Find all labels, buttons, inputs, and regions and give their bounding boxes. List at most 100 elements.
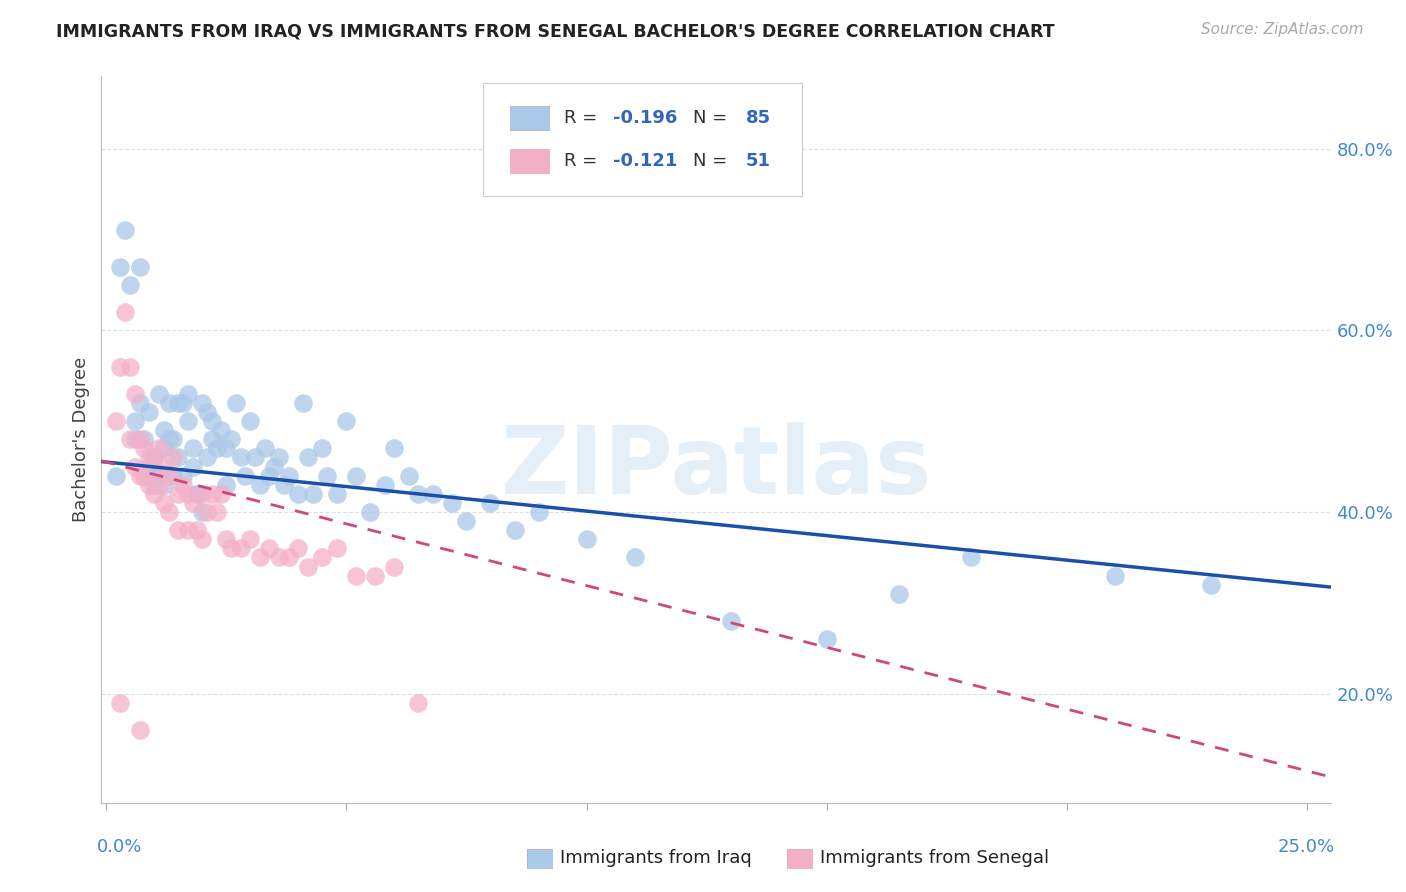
Point: [239, 414, 262, 428]
Text: Immigrants from Senegal: Immigrants from Senegal: [820, 849, 1049, 867]
Point: [229, 541, 252, 556]
Point: [152, 496, 174, 510]
Point: [162, 468, 184, 483]
Point: [311, 550, 333, 565]
Point: [215, 442, 238, 456]
Point: [148, 468, 170, 483]
Point: [201, 433, 224, 447]
Point: [344, 468, 367, 483]
Text: ZIPatlas: ZIPatlas: [501, 423, 932, 515]
Point: [503, 523, 526, 537]
Point: [152, 477, 174, 491]
Point: [229, 450, 252, 465]
Point: [110, 696, 132, 710]
Point: [325, 541, 347, 556]
Point: [128, 433, 150, 447]
Point: [120, 433, 142, 447]
Point: [167, 523, 190, 537]
Point: [297, 559, 319, 574]
Point: [249, 477, 271, 491]
Point: [815, 632, 838, 647]
Point: [267, 550, 290, 565]
Point: [148, 442, 170, 456]
Text: 51: 51: [747, 152, 770, 169]
Point: [201, 487, 224, 501]
Point: [177, 523, 200, 537]
Point: [134, 468, 156, 483]
Text: R =: R =: [564, 152, 603, 169]
Point: [148, 387, 170, 401]
Point: [359, 505, 381, 519]
FancyBboxPatch shape: [482, 83, 803, 195]
Point: [128, 468, 150, 483]
Point: [110, 260, 132, 274]
Point: [374, 477, 396, 491]
Point: [172, 477, 194, 491]
Point: [259, 541, 281, 556]
Point: [195, 505, 218, 519]
Point: [167, 396, 190, 410]
FancyBboxPatch shape: [510, 149, 548, 172]
Point: [301, 487, 323, 501]
Point: [191, 396, 214, 410]
Text: 25.0%: 25.0%: [1278, 838, 1336, 855]
Point: [128, 723, 150, 737]
Point: [152, 423, 174, 437]
Point: [157, 468, 180, 483]
Point: [408, 696, 430, 710]
Point: [143, 477, 166, 491]
Point: [205, 505, 228, 519]
Point: [479, 496, 502, 510]
Point: [124, 459, 146, 474]
Point: [134, 433, 156, 447]
Point: [186, 487, 208, 501]
Point: [382, 559, 405, 574]
Point: [152, 459, 174, 474]
Point: [209, 487, 232, 501]
Point: [114, 305, 136, 319]
Point: [1201, 578, 1223, 592]
Point: [422, 487, 444, 501]
Point: [138, 459, 160, 474]
Point: [239, 533, 262, 547]
Point: [292, 396, 315, 410]
Point: [152, 442, 174, 456]
Point: [177, 487, 200, 501]
Point: [398, 468, 420, 483]
Point: [120, 359, 142, 374]
Point: [195, 405, 218, 419]
Point: [235, 468, 257, 483]
Text: Immigrants from Iraq: Immigrants from Iraq: [560, 849, 751, 867]
Point: [253, 442, 276, 456]
Point: [172, 468, 194, 483]
Point: [128, 396, 150, 410]
Text: -0.121: -0.121: [613, 152, 678, 169]
Point: [225, 396, 247, 410]
Text: R =: R =: [564, 109, 603, 127]
Point: [277, 550, 299, 565]
Point: [325, 487, 347, 501]
Point: [114, 223, 136, 237]
Point: [162, 433, 184, 447]
Point: [575, 533, 598, 547]
Point: [219, 541, 242, 556]
Point: [191, 505, 214, 519]
Point: [287, 541, 309, 556]
Point: [143, 468, 166, 483]
Point: [456, 514, 478, 528]
Point: [172, 396, 194, 410]
Point: [287, 487, 309, 501]
Point: [157, 396, 180, 410]
Point: [143, 450, 166, 465]
Point: [297, 450, 319, 465]
Point: [215, 477, 238, 491]
Point: [120, 277, 142, 292]
Point: [177, 387, 200, 401]
Point: [364, 568, 387, 582]
Point: [311, 442, 333, 456]
Point: [138, 477, 160, 491]
Point: [263, 459, 285, 474]
Point: [138, 405, 160, 419]
Point: [138, 450, 160, 465]
Point: [243, 450, 266, 465]
